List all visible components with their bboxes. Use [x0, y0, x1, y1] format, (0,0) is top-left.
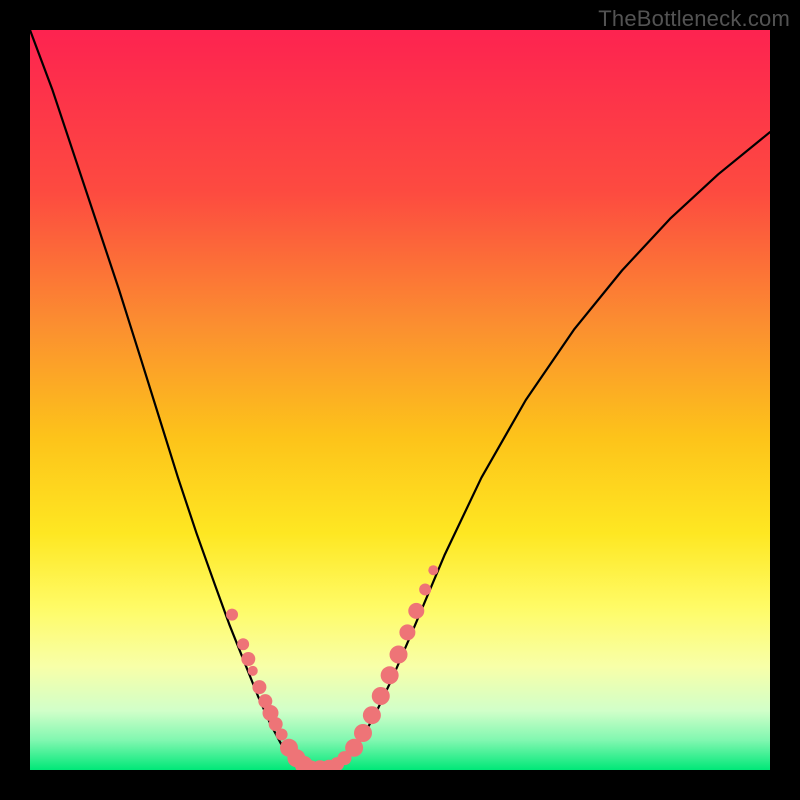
data-marker	[419, 583, 431, 595]
data-marker	[381, 666, 399, 684]
plot-area	[30, 30, 770, 770]
data-marker	[241, 652, 255, 666]
data-marker	[408, 603, 424, 619]
data-marker	[226, 609, 238, 621]
data-marker	[237, 638, 249, 650]
data-marker	[390, 646, 408, 664]
data-marker	[354, 724, 372, 742]
data-marker	[428, 565, 438, 575]
chart-container: TheBottleneck.com	[0, 0, 800, 800]
data-marker	[372, 687, 390, 705]
data-marker	[252, 680, 266, 694]
data-marker	[276, 728, 288, 740]
data-marker	[248, 666, 258, 676]
data-marker	[363, 706, 381, 724]
watermark-text: TheBottleneck.com	[598, 6, 790, 32]
data-marker	[399, 624, 415, 640]
chart-svg	[30, 30, 770, 770]
